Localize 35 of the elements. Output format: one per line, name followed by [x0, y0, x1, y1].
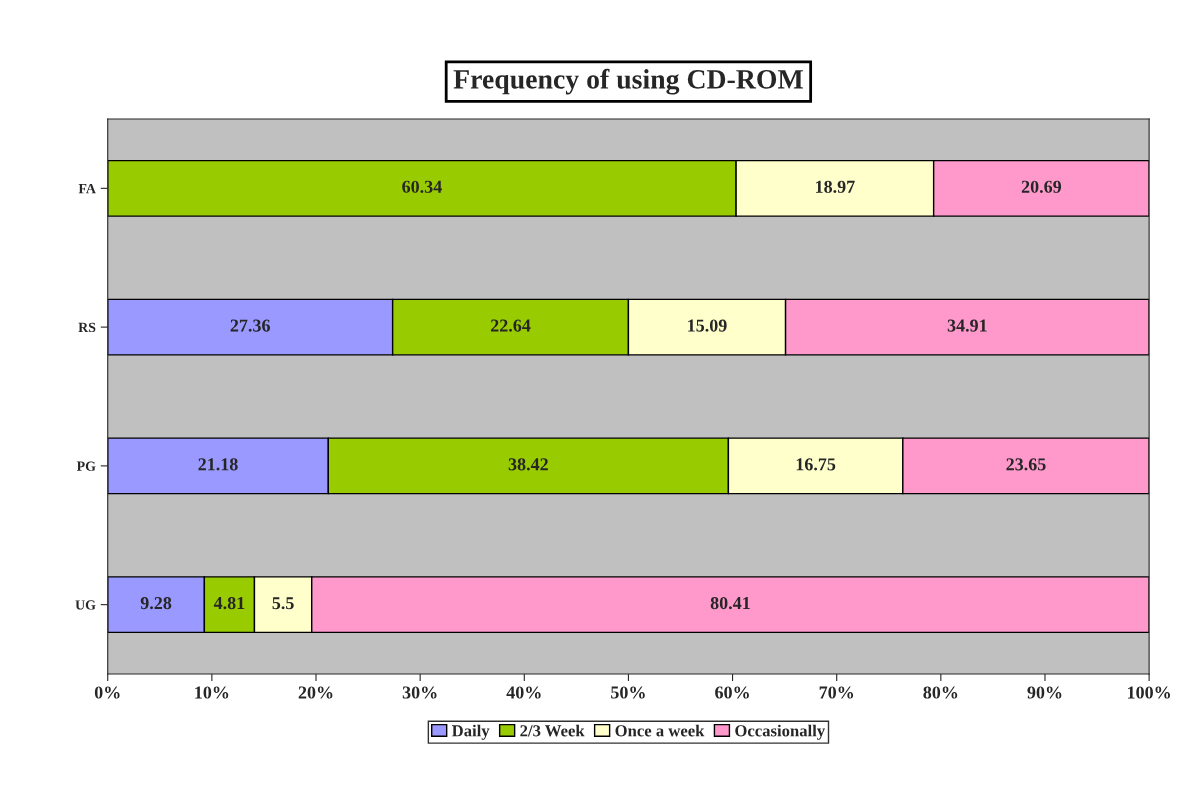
data-label: 22.64 [490, 319, 531, 332]
data-label: 16.75 [796, 458, 836, 471]
data-label: 27.36 [230, 319, 270, 332]
y-tick-label: RS [78, 322, 96, 333]
x-tick-label: 30% [402, 686, 437, 699]
data-label: 34.91 [947, 319, 987, 332]
x-tick-label: 10% [195, 686, 229, 699]
y-tick-label: PG [76, 461, 96, 471]
data-label: 80.41 [710, 597, 750, 610]
data-label: 5.5 [272, 597, 294, 610]
data-label: 18.97 [816, 180, 855, 193]
data-label: 20.69 [1021, 180, 1062, 193]
data-label: 15.09 [688, 319, 727, 332]
chart-title: Frequency of using CD-ROM [453, 68, 803, 95]
x-tick-label: 0% [94, 686, 120, 699]
x-tick-label: 40% [506, 686, 541, 699]
data-label: 9.28 [140, 597, 172, 610]
y-tick-label: UG [75, 600, 96, 610]
x-tick-label: 80% [923, 686, 958, 699]
data-label: 38.42 [508, 458, 548, 471]
data-label: 21.18 [198, 458, 238, 471]
legend-label: Occasionally [735, 724, 826, 740]
data-label: 60.34 [402, 180, 442, 193]
x-tick-label: 90% [1027, 686, 1062, 699]
x-tick-label: 50% [611, 686, 645, 699]
data-label: 4.81 [213, 597, 245, 610]
legend-label: Once a week [615, 724, 705, 737]
y-tick-label: FA [78, 183, 96, 194]
legend-label: Daily [451, 724, 490, 740]
data-label: 23.65 [1006, 458, 1046, 471]
x-tick-label: 60% [715, 686, 749, 699]
x-tick-label: 20% [298, 686, 333, 699]
x-tick-label: 70% [819, 686, 854, 699]
x-tick-label: 100% [1128, 686, 1170, 699]
legend-label: 2/3 Week [520, 724, 585, 737]
